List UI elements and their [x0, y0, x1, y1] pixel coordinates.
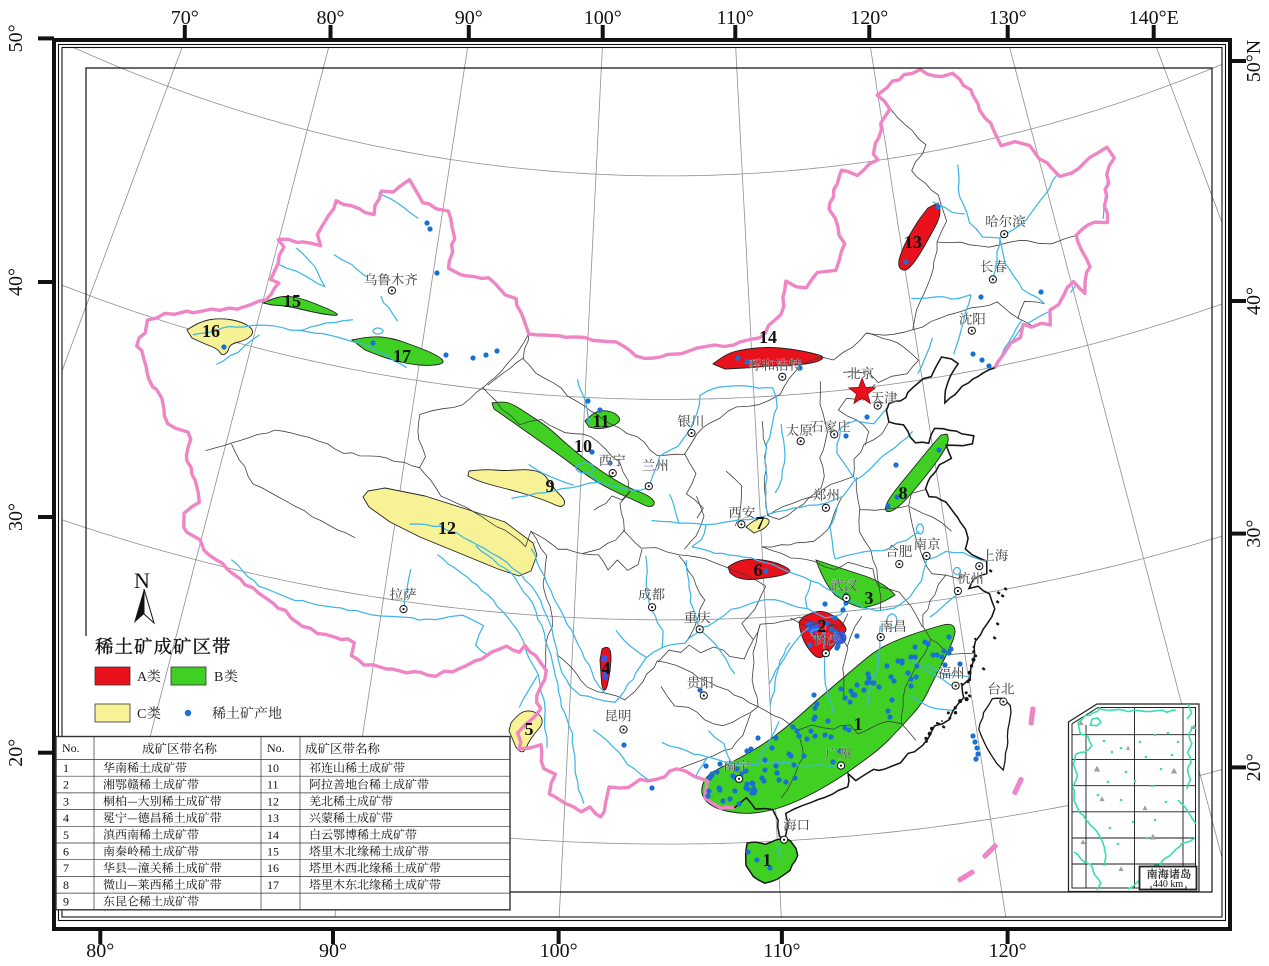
svg-text:C: C: [137, 707, 146, 722]
svg-text:9: 9: [63, 895, 69, 909]
svg-text:110°: 110°: [717, 7, 754, 29]
svg-text:16: 16: [267, 861, 279, 875]
svg-text:3: 3: [63, 794, 69, 808]
svg-text:1: 1: [763, 850, 772, 870]
svg-text:140°E: 140°E: [1129, 7, 1179, 29]
svg-text:13: 13: [904, 232, 922, 252]
svg-text:16: 16: [202, 321, 220, 341]
svg-text:120°: 120°: [850, 7, 888, 29]
svg-text:50°: 50°: [5, 24, 27, 52]
svg-text:110°: 110°: [763, 940, 800, 962]
svg-text:8: 8: [63, 878, 69, 892]
svg-text:80°: 80°: [86, 940, 114, 962]
svg-text:11: 11: [267, 778, 279, 792]
svg-text:A: A: [137, 670, 148, 685]
svg-text:7: 7: [63, 861, 69, 875]
svg-text:80°: 80°: [317, 7, 345, 29]
svg-text:7: 7: [756, 513, 765, 533]
svg-text:12: 12: [438, 518, 456, 538]
svg-text:B: B: [214, 670, 223, 685]
svg-text:No.: No.: [267, 741, 285, 755]
svg-text:6: 6: [754, 560, 763, 580]
svg-text:14: 14: [267, 828, 279, 842]
svg-text:20°: 20°: [5, 739, 27, 767]
svg-text:2: 2: [63, 778, 69, 792]
svg-text:4: 4: [63, 811, 69, 825]
svg-text:70°: 70°: [171, 7, 199, 29]
svg-text:130°: 130°: [989, 7, 1027, 29]
svg-text:14: 14: [759, 327, 777, 347]
svg-text:5: 5: [63, 828, 69, 842]
svg-text:17: 17: [393, 346, 411, 366]
svg-text:9: 9: [546, 476, 555, 496]
svg-text:100°: 100°: [584, 7, 622, 29]
svg-text:440 km: 440 km: [1153, 879, 1184, 890]
svg-text:30°: 30°: [5, 503, 27, 531]
svg-text:6: 6: [63, 845, 69, 859]
svg-text:4: 4: [602, 658, 611, 678]
svg-text:5: 5: [525, 719, 534, 739]
svg-text:N: N: [134, 568, 150, 593]
svg-text:90°: 90°: [319, 940, 347, 962]
svg-text:2: 2: [818, 616, 827, 636]
svg-text:12: 12: [267, 794, 279, 808]
svg-text:90°: 90°: [455, 7, 483, 29]
svg-text:15: 15: [267, 845, 279, 859]
svg-text:11: 11: [592, 411, 609, 431]
svg-text:No.: No.: [62, 741, 80, 755]
svg-text:30°: 30°: [1243, 520, 1265, 548]
svg-text:40°: 40°: [5, 268, 27, 296]
svg-text:15: 15: [283, 291, 301, 311]
svg-text:20°: 20°: [1243, 753, 1265, 781]
svg-text:50°N: 50°N: [1243, 40, 1265, 82]
svg-text:120°: 120°: [989, 940, 1027, 962]
svg-text:3: 3: [865, 588, 874, 608]
svg-text:10: 10: [574, 436, 592, 456]
svg-text:8: 8: [899, 483, 908, 503]
svg-text:1: 1: [63, 761, 69, 775]
svg-text:17: 17: [267, 878, 279, 892]
svg-text:40°: 40°: [1243, 287, 1265, 315]
svg-text:100°: 100°: [540, 940, 578, 962]
svg-text:1: 1: [854, 714, 863, 734]
svg-text:13: 13: [267, 811, 279, 825]
svg-text:10: 10: [267, 761, 279, 775]
